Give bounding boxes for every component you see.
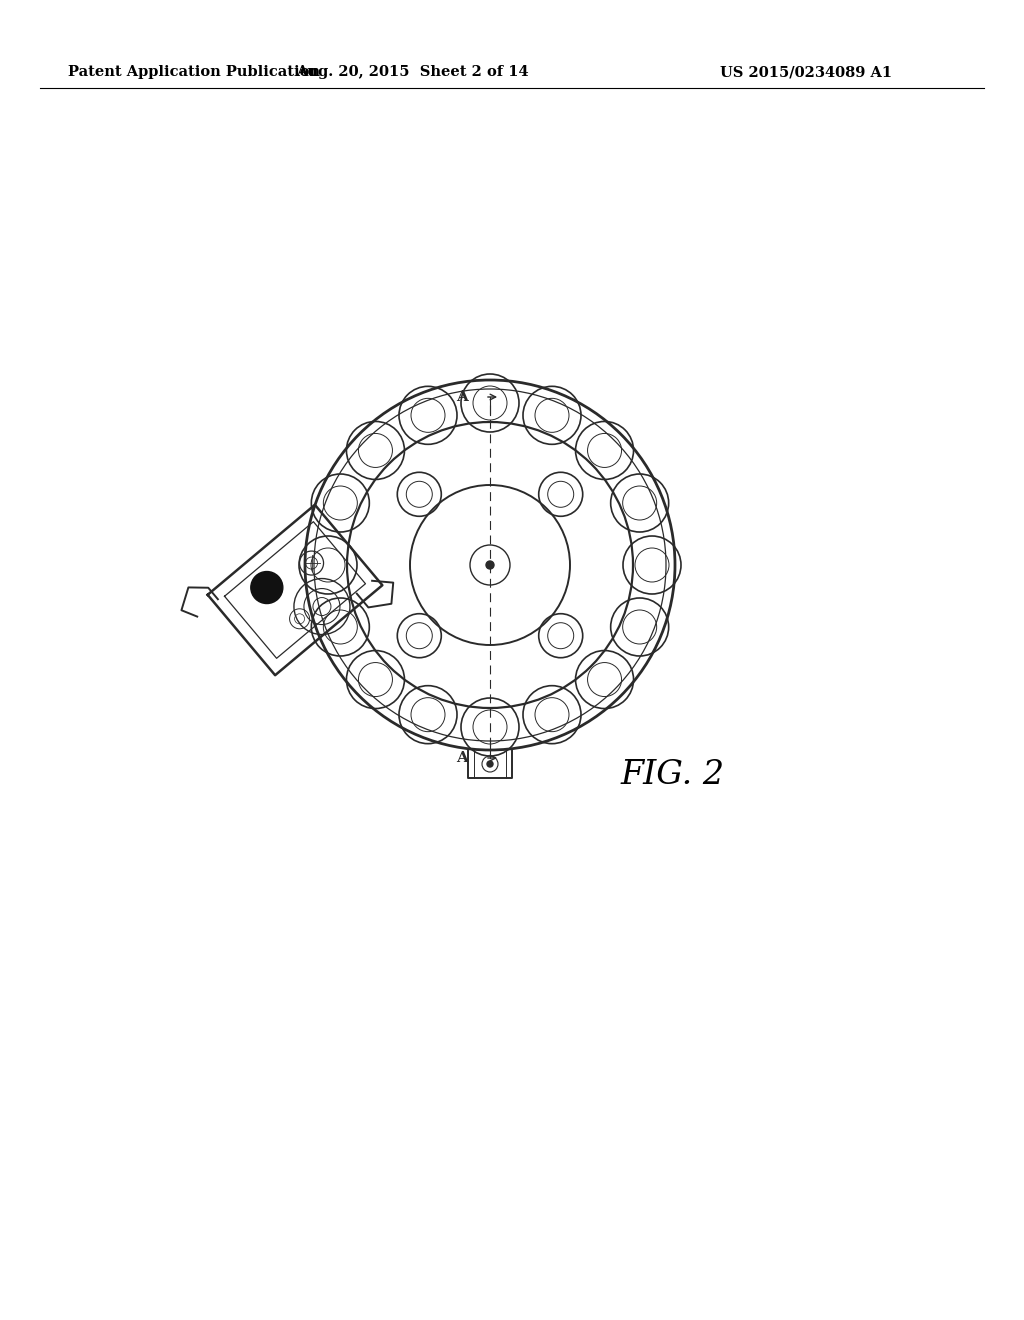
Text: Aug. 20, 2015  Sheet 2 of 14: Aug. 20, 2015 Sheet 2 of 14 <box>296 65 528 79</box>
Text: Patent Application Publication: Patent Application Publication <box>68 65 319 79</box>
Circle shape <box>251 572 283 603</box>
Circle shape <box>487 762 493 767</box>
Text: FIG. 2: FIG. 2 <box>620 759 724 791</box>
Circle shape <box>486 561 494 569</box>
Text: A: A <box>456 389 468 404</box>
Text: US 2015/0234089 A1: US 2015/0234089 A1 <box>720 65 892 79</box>
Text: A: A <box>456 751 468 766</box>
